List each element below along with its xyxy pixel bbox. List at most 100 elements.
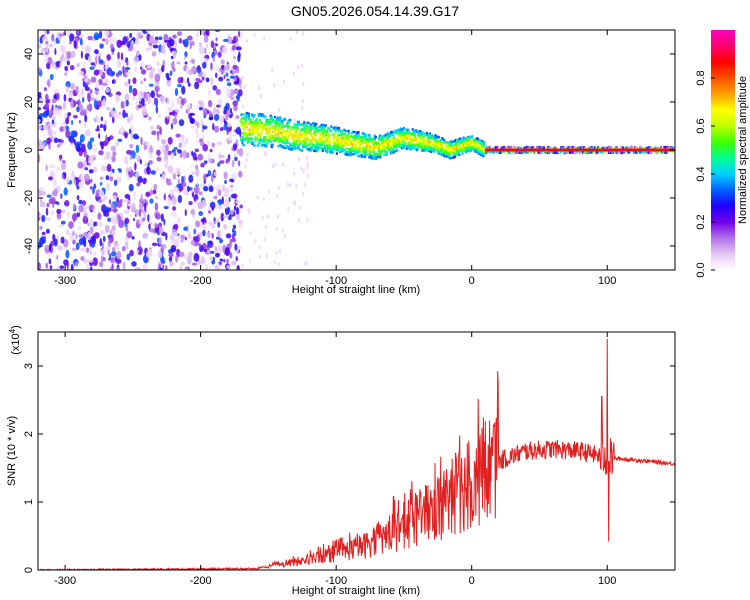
heatmap-noise-cell bbox=[65, 249, 70, 259]
heatmap-noise-cell bbox=[113, 179, 118, 187]
heatmap-noise-cell bbox=[85, 247, 90, 253]
heatmap-sparse-cell bbox=[273, 259, 276, 265]
heatmap-sparse-cell bbox=[295, 183, 298, 189]
heatmap-signal-cell bbox=[488, 145, 491, 149]
heatmap-noise-cell bbox=[43, 57, 48, 64]
heatmap-signal-cell bbox=[315, 129, 318, 133]
heatmap-noise-cell bbox=[43, 87, 47, 91]
heatmap-noise-cell bbox=[219, 238, 224, 244]
heatmap-signal-cell bbox=[317, 130, 320, 134]
heatmap-signal-cell bbox=[295, 143, 298, 146]
heatmap-sparse-cell bbox=[306, 217, 309, 222]
heatmap-signal-cell bbox=[303, 128, 306, 132]
heatmap-noise-cell bbox=[233, 230, 237, 237]
heatmap-noise-cell bbox=[56, 208, 62, 214]
heatmap-noise-cell bbox=[38, 107, 42, 111]
heatmap-signal-cell bbox=[282, 132, 285, 135]
heatmap-noise-cell bbox=[186, 137, 189, 144]
heatmap-sparse-cell bbox=[253, 33, 256, 38]
heatmap-noise-cell bbox=[194, 81, 200, 90]
heatmap-signal-cell bbox=[256, 144, 259, 147]
heatmap-signal-cell bbox=[255, 137, 258, 140]
heatmap-noise-cell bbox=[39, 225, 43, 230]
heatmap-signal-cell bbox=[308, 143, 311, 146]
heatmap-signal-cell bbox=[377, 149, 381, 153]
heatmap-signal-cell bbox=[471, 138, 474, 142]
heatmap-noise-cell bbox=[113, 37, 118, 44]
heatmap-signal-cell bbox=[348, 149, 351, 153]
heatmap-noise-cell bbox=[63, 94, 67, 102]
heatmap-noise-cell bbox=[89, 226, 94, 234]
heatmap-signal-cell bbox=[278, 125, 281, 128]
y-tick-label: -20 bbox=[23, 190, 35, 206]
heatmap-signal-cell bbox=[400, 130, 403, 134]
heatmap-signal-cell bbox=[337, 129, 341, 132]
heatmap-noise-cell bbox=[110, 251, 117, 257]
heatmap-signal-cell bbox=[452, 152, 456, 156]
heatmap-signal-cell bbox=[279, 118, 282, 122]
heatmap-sparse-cell bbox=[241, 104, 245, 109]
heatmap-noise-cell bbox=[87, 155, 94, 164]
heatmap-signal-cell bbox=[411, 140, 414, 143]
heatmap-noise-cell bbox=[124, 112, 129, 118]
heatmap-noise-cell bbox=[75, 242, 80, 251]
heatmap-noise-cell bbox=[152, 39, 159, 44]
heatmap-noise-cell bbox=[147, 96, 151, 104]
heatmap-noise-cell bbox=[186, 77, 190, 84]
heatmap-signal-cell bbox=[338, 141, 342, 144]
heatmap-signal-cell bbox=[270, 127, 273, 130]
heatmap-signal-cell bbox=[288, 147, 291, 151]
heatmap-noise-cell bbox=[82, 215, 88, 224]
heatmap-noise-cell bbox=[148, 116, 152, 121]
heatmap-signal-cell bbox=[380, 147, 383, 151]
heatmap-noise-cell bbox=[186, 35, 193, 41]
heatmap-signal-cell bbox=[387, 148, 390, 152]
heatmap-noise-cell bbox=[104, 224, 110, 234]
heatmap-noise-cell bbox=[92, 235, 95, 245]
heatmap-noise-cell bbox=[213, 220, 217, 224]
heatmap-signal-cell bbox=[248, 122, 252, 125]
heatmap-noise-cell bbox=[171, 211, 178, 218]
heatmap-signal-cell bbox=[306, 144, 309, 147]
heatmap-signal-cell bbox=[443, 138, 446, 142]
heatmap-noise-cell bbox=[78, 238, 85, 246]
heatmap-signal-cell bbox=[553, 146, 556, 149]
heatmap-noise-cell bbox=[233, 56, 236, 60]
y-tick-label: 0 bbox=[23, 567, 35, 573]
heatmap-noise-cell bbox=[108, 38, 114, 44]
heatmap-signal-cell bbox=[392, 143, 395, 147]
heatmap-noise-cell bbox=[78, 119, 82, 124]
heatmap-signal-cell bbox=[349, 151, 353, 154]
y-tick-label: 0 bbox=[23, 147, 35, 153]
heatmap-signal-cell bbox=[258, 119, 261, 122]
heatmap-noise-cell bbox=[231, 237, 237, 243]
heatmap-noise-cell bbox=[38, 186, 45, 191]
heatmap-sparse-cell bbox=[288, 183, 292, 188]
heatmap-signal-cell bbox=[309, 149, 312, 152]
heatmap-noise-cell bbox=[227, 36, 233, 45]
heatmap-signal-cell bbox=[453, 155, 457, 159]
heatmap-signal-cell bbox=[351, 142, 355, 146]
x-tick-label: -300 bbox=[54, 275, 76, 287]
heatmap-noise-cell bbox=[51, 104, 54, 111]
heatmap-signal-cell bbox=[314, 125, 317, 128]
heatmap-signal-cell bbox=[302, 132, 305, 135]
heatmap-noise-cell bbox=[56, 167, 61, 172]
heatmap-signal-cell bbox=[628, 151, 631, 154]
heatmap-noise-cell bbox=[211, 142, 215, 148]
heatmap-signal-cell bbox=[366, 147, 369, 151]
heatmap-noise-cell bbox=[208, 185, 214, 193]
heatmap-signal-cell bbox=[293, 136, 296, 139]
heatmap-noise-cell bbox=[178, 251, 185, 258]
heatmap-signal-cell bbox=[276, 132, 279, 135]
heatmap-noise-cell bbox=[218, 160, 225, 164]
heatmap-noise-cell bbox=[235, 200, 241, 204]
heatmap-sparse-cell bbox=[275, 250, 278, 256]
heatmap-noise-cell bbox=[177, 178, 180, 185]
heatmap-signal-cell bbox=[359, 143, 362, 147]
heatmap-signal-cell bbox=[293, 144, 296, 148]
heatmap-signal-cell bbox=[449, 157, 452, 160]
heatmap-noise-cell bbox=[195, 164, 199, 170]
heatmap-noise-cell bbox=[213, 171, 217, 177]
heatmap-noise-cell bbox=[232, 89, 239, 95]
